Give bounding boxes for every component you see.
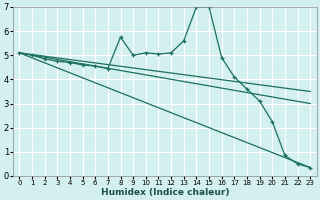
X-axis label: Humidex (Indice chaleur): Humidex (Indice chaleur) [100,188,229,197]
